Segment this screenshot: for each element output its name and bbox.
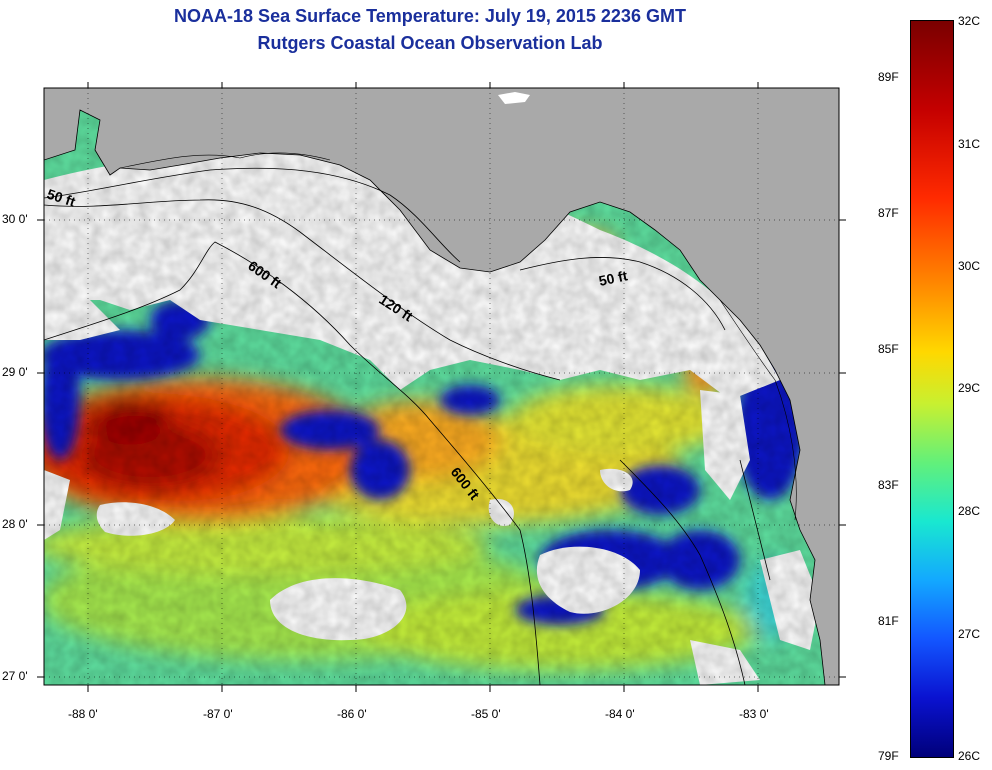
colorbar-celsius-label: 31C — [958, 137, 981, 151]
lon-tick-label: -84 0' — [605, 707, 635, 721]
lon-tick-label: -88 0' — [68, 707, 98, 721]
map-title: NOAA-18 Sea Surface Temperature: July 19… — [174, 6, 686, 26]
lon-tick-label: -87 0' — [203, 707, 233, 721]
contour-label-50ft-east: 50 ft — [597, 267, 629, 289]
colorbar-celsius-label: 28C — [958, 504, 981, 518]
lat-tick-label: 28 0' — [2, 517, 28, 531]
land-mass — [44, 88, 839, 685]
lon-tick-label: -83 0' — [739, 707, 769, 721]
colorbar-celsius-label: 32C — [958, 14, 981, 28]
colorbar-fahrenheit-label: 81F — [878, 614, 899, 628]
colorbar-celsius-label: 26C — [958, 749, 981, 763]
map-frame — [43, 87, 840, 686]
temperature-colorbar — [910, 20, 954, 758]
colorbar-fahrenheit-label: 89F — [878, 70, 899, 84]
colorbar-celsius-label: 30C — [958, 259, 981, 273]
lat-tick-label: 30 0' — [2, 212, 28, 226]
depth-contours — [44, 167, 771, 685]
map-subtitle: Rutgers Coastal Ocean Observation Lab — [257, 33, 603, 53]
lon-tick-label: -85 0' — [471, 707, 501, 721]
colorbar-celsius-label: 29C — [958, 381, 981, 395]
lat-tick-label: 27 0' — [2, 669, 28, 683]
colorbar-fahrenheit-label: 87F — [878, 206, 899, 220]
colorbar-fahrenheit-label: 85F — [878, 342, 899, 356]
colorbar-fahrenheit-label: 79F — [878, 749, 899, 763]
colorbar-fahrenheit-label: 83F — [878, 478, 899, 492]
lat-tick-label: 29 0' — [2, 365, 28, 379]
lon-tick-label: -86 0' — [337, 707, 367, 721]
colorbar-celsius-label: 27C — [958, 627, 981, 641]
